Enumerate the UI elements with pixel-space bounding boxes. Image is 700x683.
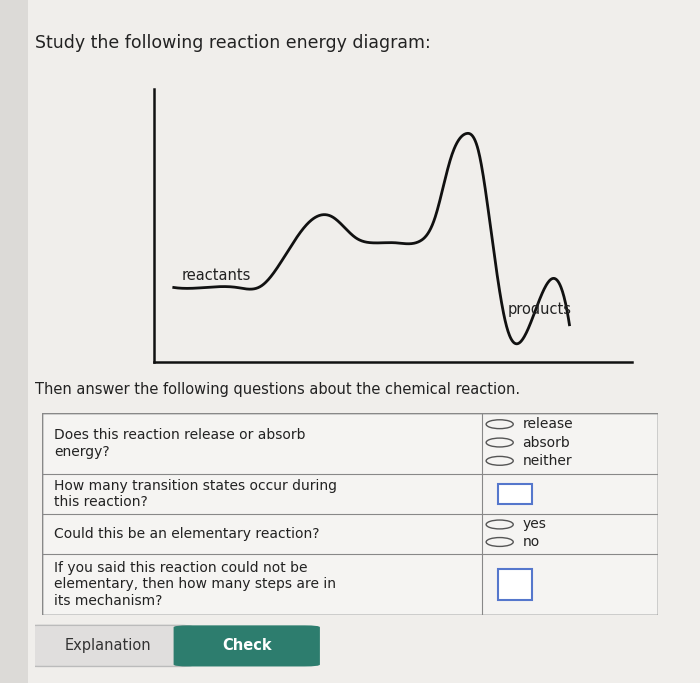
FancyBboxPatch shape <box>174 626 320 667</box>
Text: Then answer the following questions about the chemical reaction.: Then answer the following questions abou… <box>35 382 520 397</box>
Text: If you said this reaction could not be
elementary, then how many steps are in
it: If you said this reaction could not be e… <box>55 561 336 608</box>
Text: neither: neither <box>522 454 572 468</box>
FancyBboxPatch shape <box>42 413 658 615</box>
Text: absorb: absorb <box>522 436 570 449</box>
Text: Study the following reaction energy diagram:: Study the following reaction energy diag… <box>35 34 430 52</box>
FancyBboxPatch shape <box>498 484 532 504</box>
Text: Check: Check <box>222 638 272 653</box>
Text: Explanation: Explanation <box>65 638 151 653</box>
Text: no: no <box>522 535 540 549</box>
Text: Could this be an elementary reaction?: Could this be an elementary reaction? <box>55 527 320 541</box>
FancyBboxPatch shape <box>28 0 700 683</box>
Text: reactants: reactants <box>182 268 251 283</box>
Text: products: products <box>508 303 572 318</box>
Text: release: release <box>522 417 573 431</box>
FancyBboxPatch shape <box>498 570 532 600</box>
FancyBboxPatch shape <box>24 626 193 667</box>
Text: yes: yes <box>522 518 547 531</box>
Text: How many transition states occur during
this reaction?: How many transition states occur during … <box>55 479 337 509</box>
Text: Does this reaction release or absorb
energy?: Does this reaction release or absorb ene… <box>55 428 306 458</box>
